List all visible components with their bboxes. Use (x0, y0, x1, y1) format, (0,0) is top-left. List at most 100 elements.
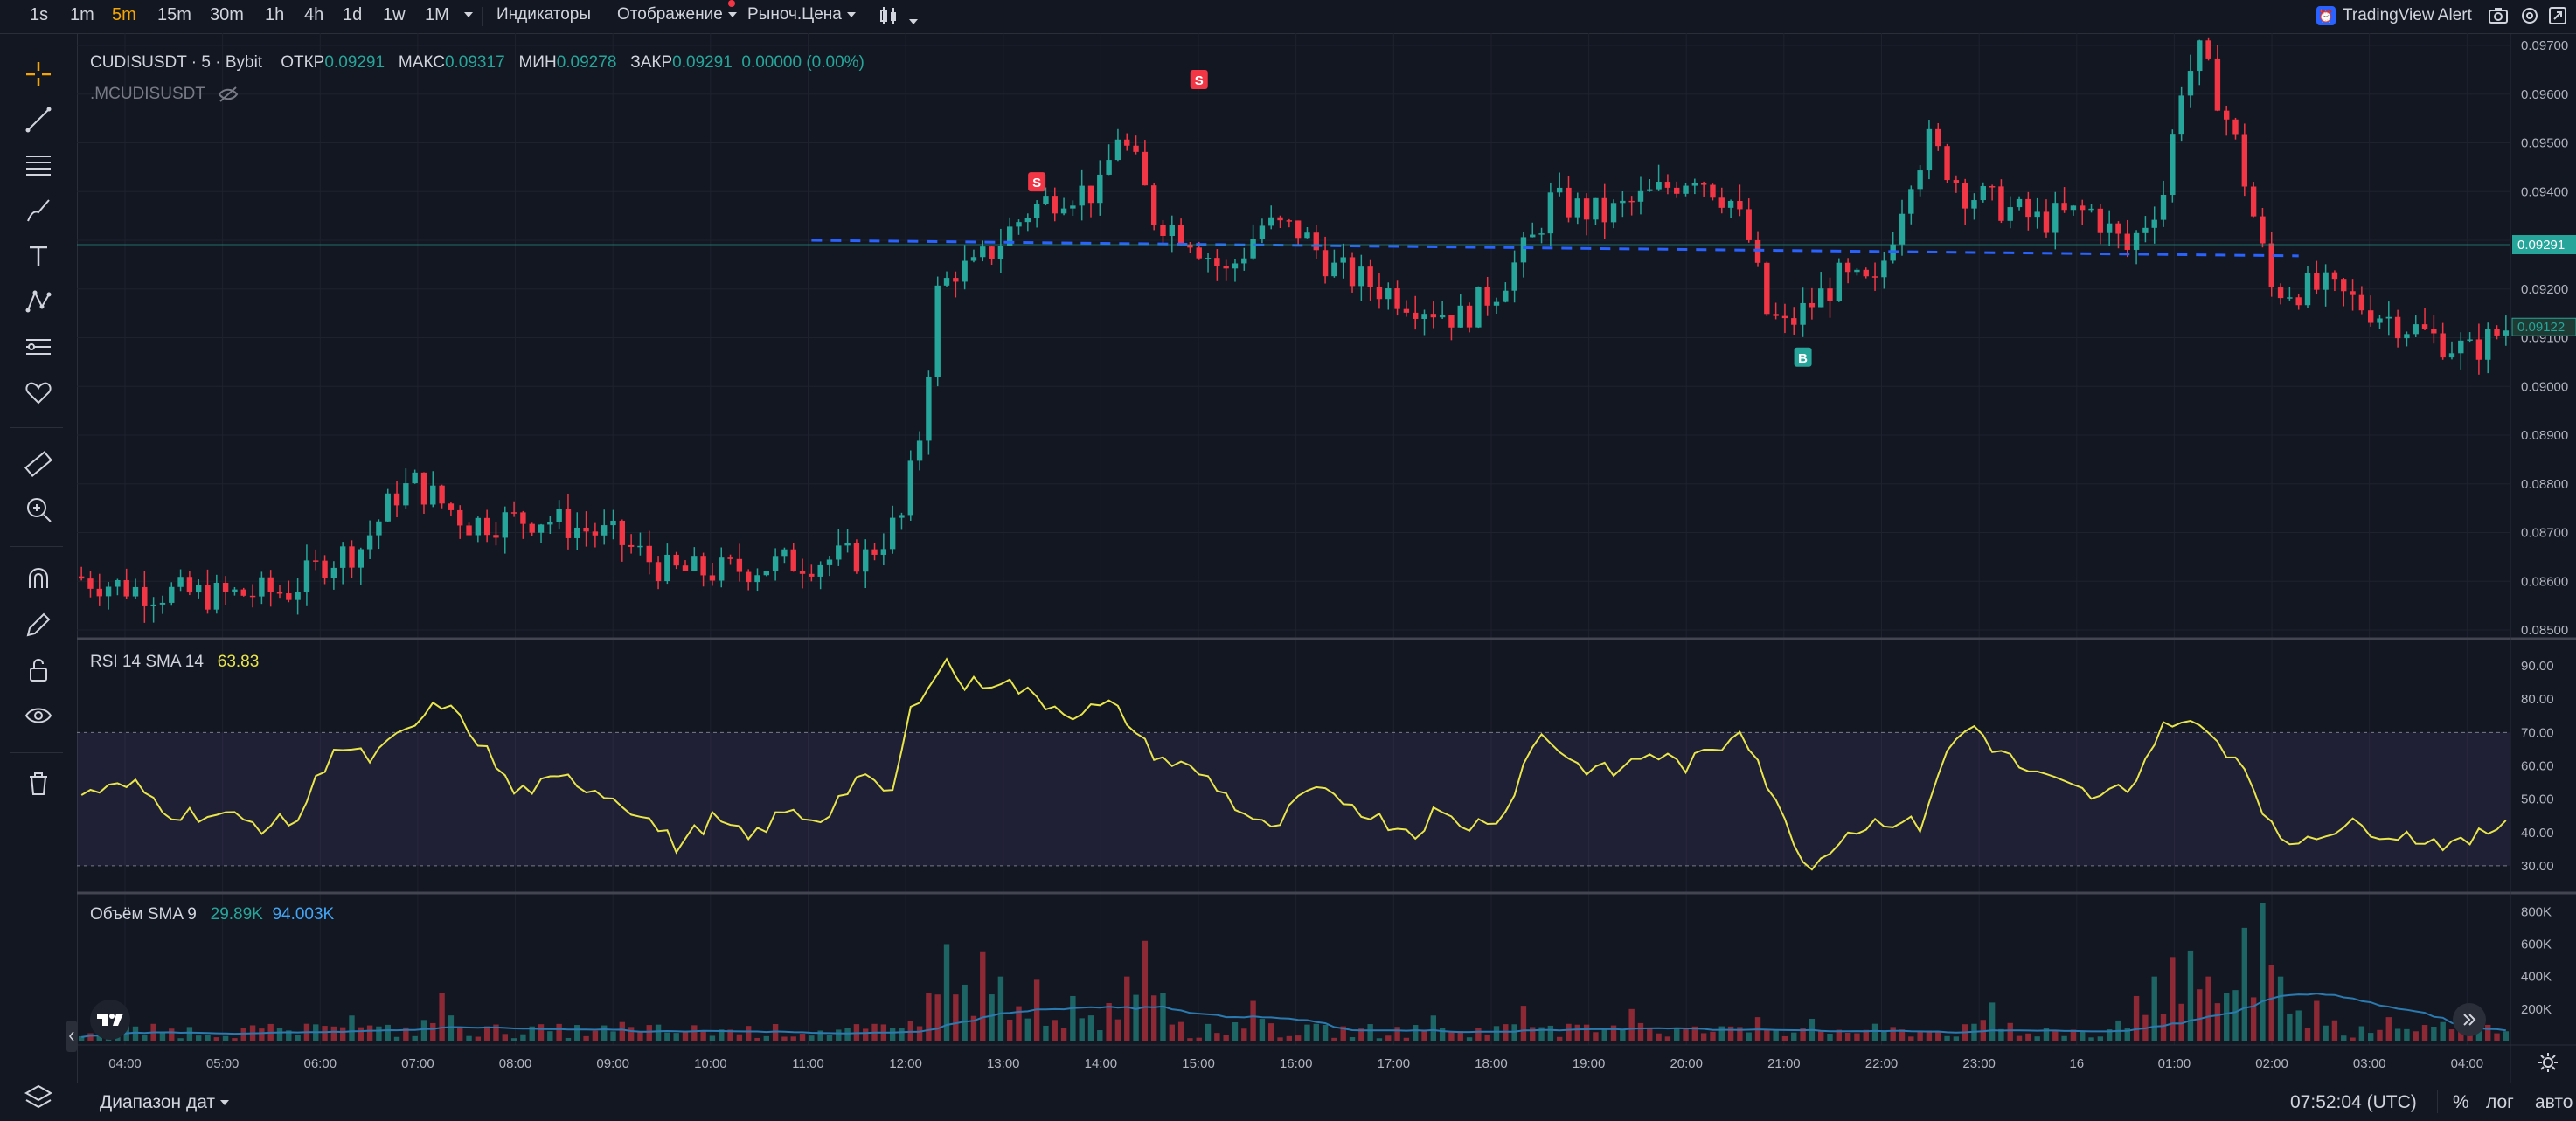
percent-scale-button[interactable]: % (2453, 1092, 2469, 1112)
zoom-tool[interactable] (19, 490, 58, 529)
candle-body (844, 543, 851, 546)
volume-bar (2314, 1000, 2320, 1041)
object-tree-button[interactable] (19, 1077, 58, 1116)
volume-bar (1160, 993, 1166, 1041)
timeframe-1h[interactable]: 1h (265, 5, 285, 24)
timeframe-4h[interactable]: 4h (304, 5, 324, 24)
lock-icon (30, 659, 47, 682)
camera-icon[interactable] (2488, 5, 2509, 26)
chart-canvas[interactable]: SSB 0.097000.096000.095000.094000.093000… (0, 0, 2576, 1083)
candle-body (1844, 262, 1851, 273)
lines-icon (26, 156, 51, 176)
timeframe-dropdown-icon[interactable] (464, 12, 473, 17)
candle-body (962, 260, 968, 282)
price-type-label: Рыноч.Цена (747, 5, 842, 24)
favorites-tool[interactable] (19, 373, 58, 412)
fib-tool[interactable] (19, 146, 58, 184)
text-tool[interactable] (19, 237, 58, 275)
date-range-button[interactable]: Диапазон дат (100, 1092, 230, 1113)
crosshair-tool[interactable] (19, 55, 58, 93)
candle-body (1358, 266, 1364, 287)
candle-body (1664, 182, 1671, 188)
candle-body (1160, 225, 1166, 236)
candle-body (339, 546, 346, 568)
timeframe-1m[interactable]: 1m (70, 5, 94, 24)
visibility-tool[interactable] (19, 696, 58, 735)
candle-body (1493, 301, 1500, 306)
volume-bar (1700, 1033, 1707, 1041)
candle-body (2187, 71, 2194, 96)
candle-body (2170, 134, 2176, 196)
volume-bar (169, 1028, 175, 1041)
volume-bar (1566, 1023, 1572, 1041)
volume-bar (2295, 1010, 2302, 1041)
candle-body (682, 565, 689, 571)
candle-body (2277, 287, 2284, 299)
timeframe-5m[interactable]: 5m (112, 5, 136, 24)
timeframe-1M[interactable]: 1M (425, 5, 449, 24)
high-label: МАКС (398, 53, 445, 72)
volume-bar (1827, 1033, 1833, 1041)
log-scale-button[interactable]: лог (2486, 1092, 2514, 1112)
display-button[interactable]: Отображение (617, 5, 737, 24)
clock-timezone[interactable]: 07:52:04 (UTC) (2290, 1092, 2417, 1112)
timeframe-15m[interactable]: 15m (157, 5, 191, 24)
volume-bar (1196, 1037, 1202, 1041)
candle-body (1700, 183, 1707, 185)
candle-body (727, 557, 733, 559)
pattern-tool[interactable] (19, 282, 58, 321)
timeframe-1w[interactable]: 1w (383, 5, 406, 24)
volume-bar (1718, 1026, 1725, 1041)
rsi-label[interactable]: RSI 14 SMA 14 (90, 653, 204, 671)
volume-bar (339, 1027, 346, 1041)
volume-bar (466, 1035, 472, 1041)
ruler-tool[interactable] (19, 445, 58, 483)
indicators-button[interactable]: Индикаторы (496, 5, 591, 24)
price-type-button[interactable]: Рыноч.Цена (747, 5, 856, 24)
horizontal-dashed-line[interactable] (811, 239, 2299, 258)
tradingview-alert-button[interactable]: ⏰ TradingView Alert (2316, 3, 2472, 29)
delete-tool[interactable] (19, 765, 58, 803)
eye-off-icon[interactable] (217, 86, 240, 103)
rsi-tick-label: 60.00 (2521, 759, 2554, 774)
lock-drawing-tool[interactable] (19, 605, 58, 644)
trendline-tool[interactable] (19, 100, 58, 139)
volume-bar (2034, 1036, 2040, 1041)
candle-body (2295, 297, 2302, 306)
volume-label[interactable]: Объём SMA 9 (90, 905, 197, 924)
volume-bar (2467, 1035, 2473, 1041)
candle-body (1259, 225, 1266, 239)
volume-bar (475, 1036, 482, 1041)
timeframe-1d[interactable]: 1d (343, 5, 363, 24)
symbol-label[interactable]: CUDISUSDT · 5 · Bybit (90, 53, 263, 72)
volume-bar (1538, 1027, 1545, 1041)
forecast-tool[interactable] (19, 328, 58, 366)
scroll-to-realtime-button[interactable] (2453, 1003, 2486, 1036)
volume-bar (2268, 965, 2274, 1041)
settings-icon[interactable] (2519, 5, 2540, 26)
auto-scale-button[interactable]: авто (2535, 1092, 2573, 1112)
chart-settings-icon[interactable] (2537, 1051, 2559, 1074)
tradingview-logo[interactable] (90, 1000, 130, 1040)
timeframe-30m[interactable]: 30m (210, 5, 244, 24)
magnet-tool[interactable] (19, 560, 58, 599)
candle-body (592, 531, 599, 536)
timeframe-1s[interactable]: 1s (30, 5, 49, 24)
candle-body (2160, 195, 2167, 220)
candle-body (1647, 189, 1653, 191)
toolbar-separator (10, 427, 63, 428)
fullscreen-icon[interactable] (2547, 5, 2568, 26)
secondary-price-badge (2511, 317, 2576, 336)
collapse-toolbar-button[interactable] (66, 1021, 77, 1052)
volume-bar (1881, 1030, 1887, 1041)
candle-body (1917, 170, 1923, 190)
time-tick-label: 07:00 (401, 1056, 434, 1071)
chart-type-button[interactable] (878, 5, 918, 31)
volume-bar (1989, 1002, 1996, 1041)
lock-tool[interactable] (19, 651, 58, 689)
brush-tool[interactable] (19, 191, 58, 230)
time-tick-label: 15:00 (1182, 1056, 1215, 1071)
candle-body (1466, 305, 1473, 328)
overlay-symbol-label[interactable]: .MCUDISUSDT (90, 85, 205, 103)
volume-bar (1043, 1025, 1049, 1041)
